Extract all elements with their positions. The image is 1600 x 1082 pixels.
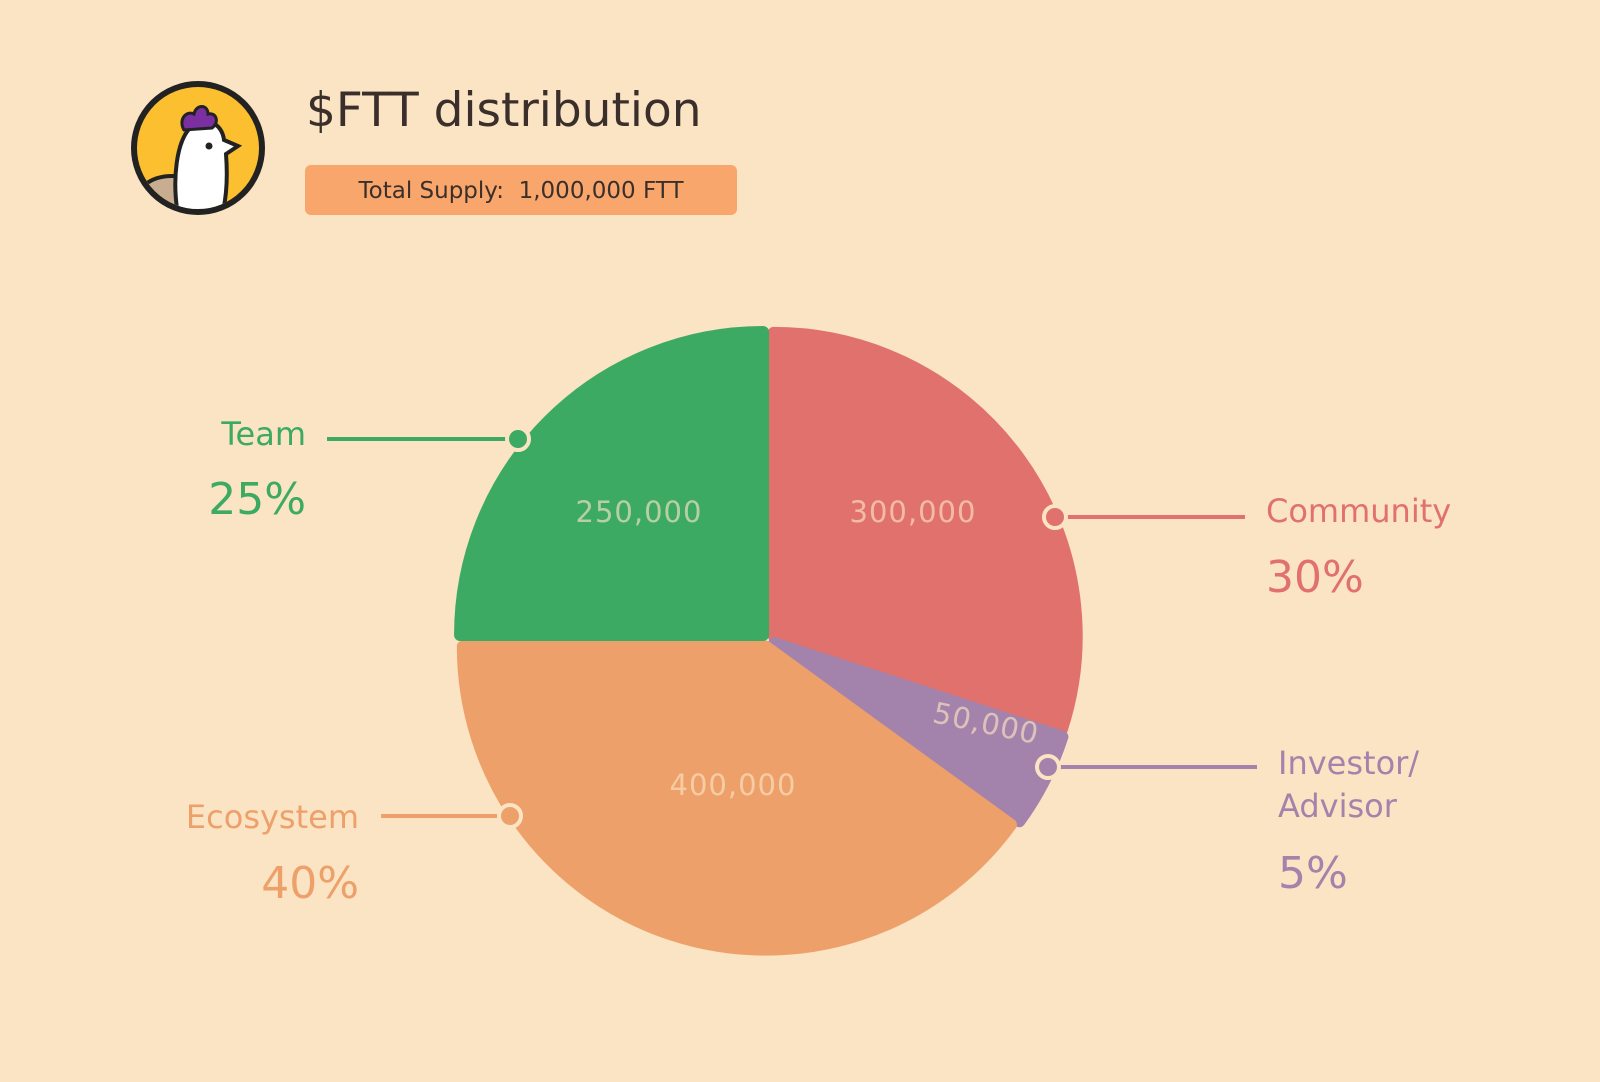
value-label: 300,000 bbox=[850, 495, 977, 529]
logo bbox=[131, 81, 265, 215]
callout-dot bbox=[497, 803, 523, 829]
slice bbox=[456, 640, 1017, 956]
category-label: Ecosystem bbox=[185, 798, 359, 836]
value-label: 400,000 bbox=[670, 768, 797, 802]
callout-dot bbox=[505, 426, 531, 452]
chart-subtitle: Total Supply: 1,000,000 FTT bbox=[358, 178, 685, 204]
callout-dot bbox=[1042, 504, 1068, 530]
chart-title: $FTT distribution bbox=[306, 83, 701, 138]
percent-label: 30% bbox=[1266, 552, 1364, 603]
slice bbox=[768, 637, 1069, 828]
percent-label: 5% bbox=[1278, 848, 1348, 899]
percent-label: 25% bbox=[208, 474, 306, 525]
category-label: Investor/ Advisor bbox=[1278, 744, 1420, 825]
category-label: Team bbox=[221, 415, 306, 453]
category-label: Community bbox=[1266, 492, 1452, 530]
supply-badge bbox=[305, 165, 737, 215]
percent-label: 40% bbox=[261, 858, 359, 909]
value-label: 250,000 bbox=[576, 495, 703, 529]
slice bbox=[767, 326, 1083, 736]
callout-dot bbox=[1035, 754, 1061, 780]
slice bbox=[454, 326, 770, 642]
